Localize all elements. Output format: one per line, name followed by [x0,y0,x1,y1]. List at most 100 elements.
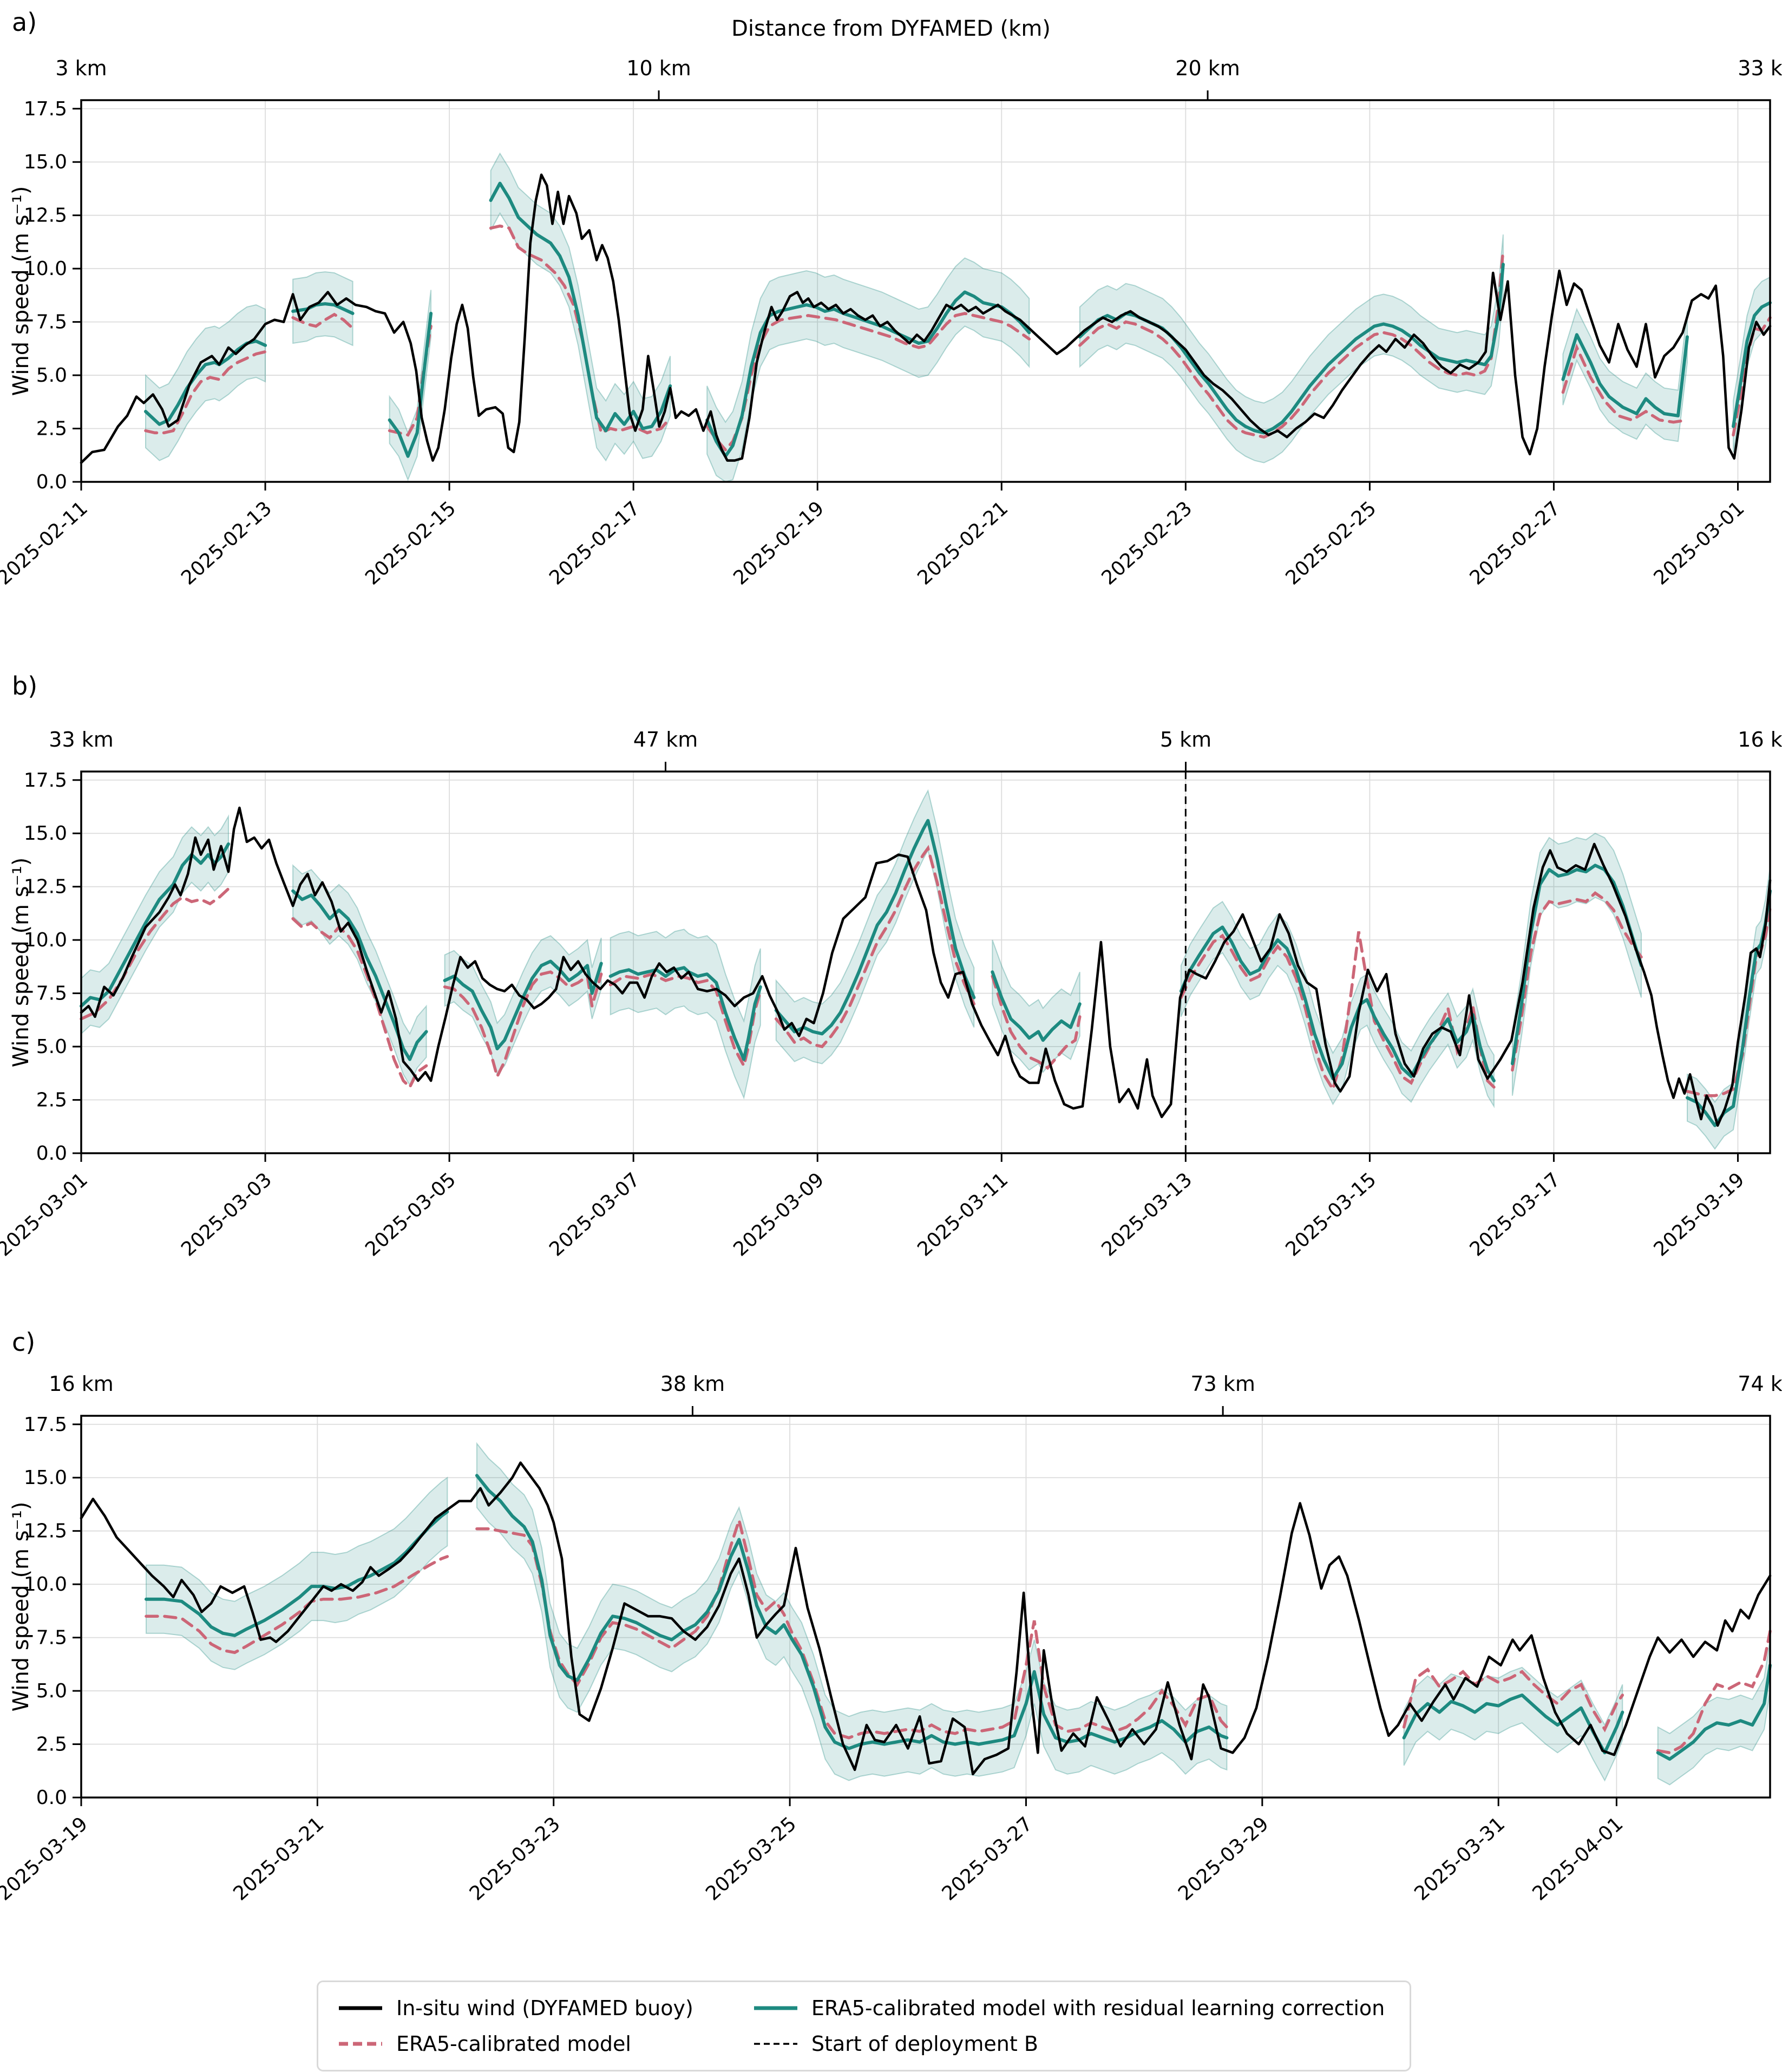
corrected-model-line [80,819,1772,1127]
svg-text:5.0: 5.0 [36,1680,67,1702]
svg-text:5.0: 5.0 [36,1036,67,1058]
svg-text:2025-02-13: 2025-02-13 [177,497,276,589]
svg-text:38 km: 38 km [660,1372,725,1396]
panel-b: 2025-03-01 2025-03-03 2025-03-05 2025-03-07… [0,728,1782,1261]
svg-text:2025-02-23: 2025-02-23 [1097,497,1196,589]
svg-text:7.5: 7.5 [36,983,67,1005]
x-axis: 2025-02-11 2025-02-13 2025-02-15 2025-02-17… [0,482,1749,590]
svg-text:10.0: 10.0 [24,258,67,280]
panel-b-letter: b) [12,671,38,701]
svg-text:2025-03-27: 2025-03-27 [938,1813,1037,1905]
svg-text:2025-04-01: 2025-04-01 [1528,1813,1627,1905]
svg-text:Wind speed (m s⁻¹): Wind speed (m s⁻¹) [9,186,34,396]
legend-item-insitu: In-situ wind (DYFAMED buoy) [338,1996,693,2020]
insitu-line-swatch-icon [339,2006,382,2010]
svg-text:2025-03-01: 2025-03-01 [1650,497,1749,589]
svg-text:15.0: 15.0 [24,151,67,173]
svg-text:2025-02-15: 2025-02-15 [361,497,460,589]
x-axis: 2025-03-19 2025-03-21 2025-03-23 2025-03-25… [0,1798,1627,1905]
legend-item-deployment: Start of deployment B [753,2032,1385,2056]
svg-text:33 km: 33 km [49,728,113,751]
svg-text:12.5: 12.5 [24,205,67,227]
svg-text:73 km: 73 km [1190,1372,1255,1396]
legend: In-situ wind (DYFAMED buoy) ERA5-calibra… [317,1981,1412,2071]
y-axis: 0.0 2.5 5.0 7.5 10.0 12.5 15.0 17.5 Wind speed (… [9,98,81,493]
distance-axis: 33 km 47 km 5 km 16 km [49,728,1782,772]
axes-spines [80,1415,1771,1799]
svg-text:2025-02-27: 2025-02-27 [1466,497,1565,589]
svg-text:17.5: 17.5 [24,769,67,792]
svg-text:2025-03-13: 2025-03-13 [1097,1168,1196,1260]
svg-text:2025-03-01: 2025-03-01 [0,1168,92,1260]
axes-spines [80,770,1771,1154]
y-axis: 0.0 2.5 5.0 7.5 10.0 12.5 15.0 17.5 Wind speed (… [9,769,81,1165]
svg-text:12.5: 12.5 [24,876,67,898]
svg-text:12.5: 12.5 [24,1520,67,1542]
svg-text:17.5: 17.5 [24,98,67,120]
panel-a-letter: a) [12,8,37,37]
svg-text:0.0: 0.0 [36,1787,67,1809]
svg-text:2025-03-15: 2025-03-15 [1281,1168,1380,1260]
legend-item-era5: ERA5-calibrated model [338,2032,693,2056]
uncertainty-band [81,789,1771,1150]
legend-label-corrected: ERA5-calibrated model with residual lear… [811,1996,1385,2020]
svg-text:Wind speed (m s⁻¹): Wind speed (m s⁻¹) [9,1502,34,1712]
era5-model-line [145,1514,1772,1755]
svg-text:2025-03-05: 2025-03-05 [361,1168,460,1260]
panel-a: 2025-02-11 2025-02-13 2025-02-15 2025-02-17… [0,56,1782,590]
uncertainty-band [145,152,1771,483]
svg-text:2025-03-17: 2025-03-17 [1466,1168,1565,1260]
svg-text:2025-03-19: 2025-03-19 [1650,1168,1749,1260]
svg-text:0.0: 0.0 [36,471,67,493]
svg-text:2025-02-25: 2025-02-25 [1281,497,1380,589]
distance-axis: 16 km 38 km 73 km 74 km [49,1372,1782,1416]
svg-text:2025-03-21: 2025-03-21 [229,1813,328,1905]
deployment-dashed-swatch-icon [754,2043,797,2045]
svg-text:7.5: 7.5 [36,1627,67,1649]
legend-label-era5: ERA5-calibrated model [396,2032,631,2056]
svg-text:2025-03-07: 2025-03-07 [545,1168,644,1260]
svg-text:16 km: 16 km [1738,728,1782,751]
svg-text:2.5: 2.5 [36,1089,67,1112]
distance-axis: 3 km 10 km 20 km 33 km [55,56,1782,100]
svg-text:5.0: 5.0 [36,364,67,387]
panel-c: 2025-03-19 2025-03-21 2025-03-23 2025-03-25… [0,1372,1782,1905]
svg-text:2025-03-31: 2025-03-31 [1410,1813,1509,1905]
svg-text:2025-03-25: 2025-03-25 [702,1813,801,1905]
panel-c-letter: c) [12,1328,36,1357]
legend-item-corrected: ERA5-calibrated model with residual lear… [753,1996,1385,2020]
svg-text:2025-03-09: 2025-03-09 [729,1168,828,1260]
corrected-line-swatch-icon [754,2006,797,2010]
axes-spines [80,99,1771,483]
svg-text:10.0: 10.0 [24,1573,67,1596]
insitu-wind-line [80,1461,1772,1775]
svg-text:2025-02-17: 2025-02-17 [545,497,644,589]
legend-label-deployment: Start of deployment B [811,2032,1038,2056]
svg-text:47 km: 47 km [633,728,698,751]
svg-text:Wind speed (m s⁻¹): Wind speed (m s⁻¹) [9,858,34,1068]
svg-text:5 km: 5 km [1160,728,1211,751]
top-axis-title: Distance from DYFAMED (km) [731,16,1051,41]
era5-dashed-swatch-icon [339,2042,382,2046]
svg-text:2.5: 2.5 [36,1734,67,1756]
svg-text:20 km: 20 km [1175,56,1240,80]
insitu-wind-line [80,806,1772,1127]
svg-text:2025-02-19: 2025-02-19 [729,497,828,589]
svg-text:15.0: 15.0 [24,1467,67,1489]
legend-label-insitu: In-situ wind (DYFAMED buoy) [396,1996,693,2020]
svg-text:2025-03-03: 2025-03-03 [177,1168,276,1260]
svg-text:2025-03-11: 2025-03-11 [913,1168,1012,1260]
svg-text:10 km: 10 km [626,56,691,80]
svg-text:2.5: 2.5 [36,418,67,440]
y-axis: 0.0 2.5 5.0 7.5 10.0 12.5 15.0 17.5 Wind speed (… [9,1414,81,1809]
svg-text:17.5: 17.5 [24,1414,67,1436]
svg-text:2025-03-23: 2025-03-23 [466,1813,565,1905]
svg-text:10.0: 10.0 [24,929,67,951]
svg-text:2025-02-11: 2025-02-11 [0,497,92,589]
svg-text:16 km: 16 km [49,1372,113,1396]
svg-text:0.0: 0.0 [36,1142,67,1165]
svg-text:2025-03-19: 2025-03-19 [0,1813,92,1905]
insitu-wind-line [80,173,1772,464]
